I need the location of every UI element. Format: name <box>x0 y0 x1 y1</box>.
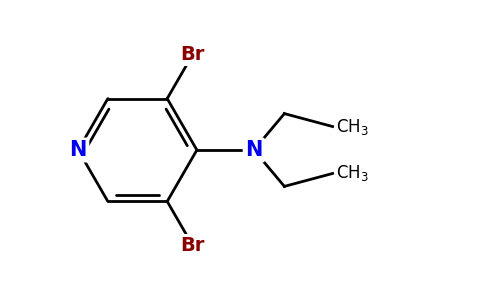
Text: N: N <box>245 140 262 160</box>
Text: CH$_3$: CH$_3$ <box>336 164 369 184</box>
Text: Br: Br <box>181 236 205 255</box>
Text: CH$_3$: CH$_3$ <box>336 116 369 136</box>
Text: N: N <box>70 140 87 160</box>
Text: Br: Br <box>181 45 205 64</box>
